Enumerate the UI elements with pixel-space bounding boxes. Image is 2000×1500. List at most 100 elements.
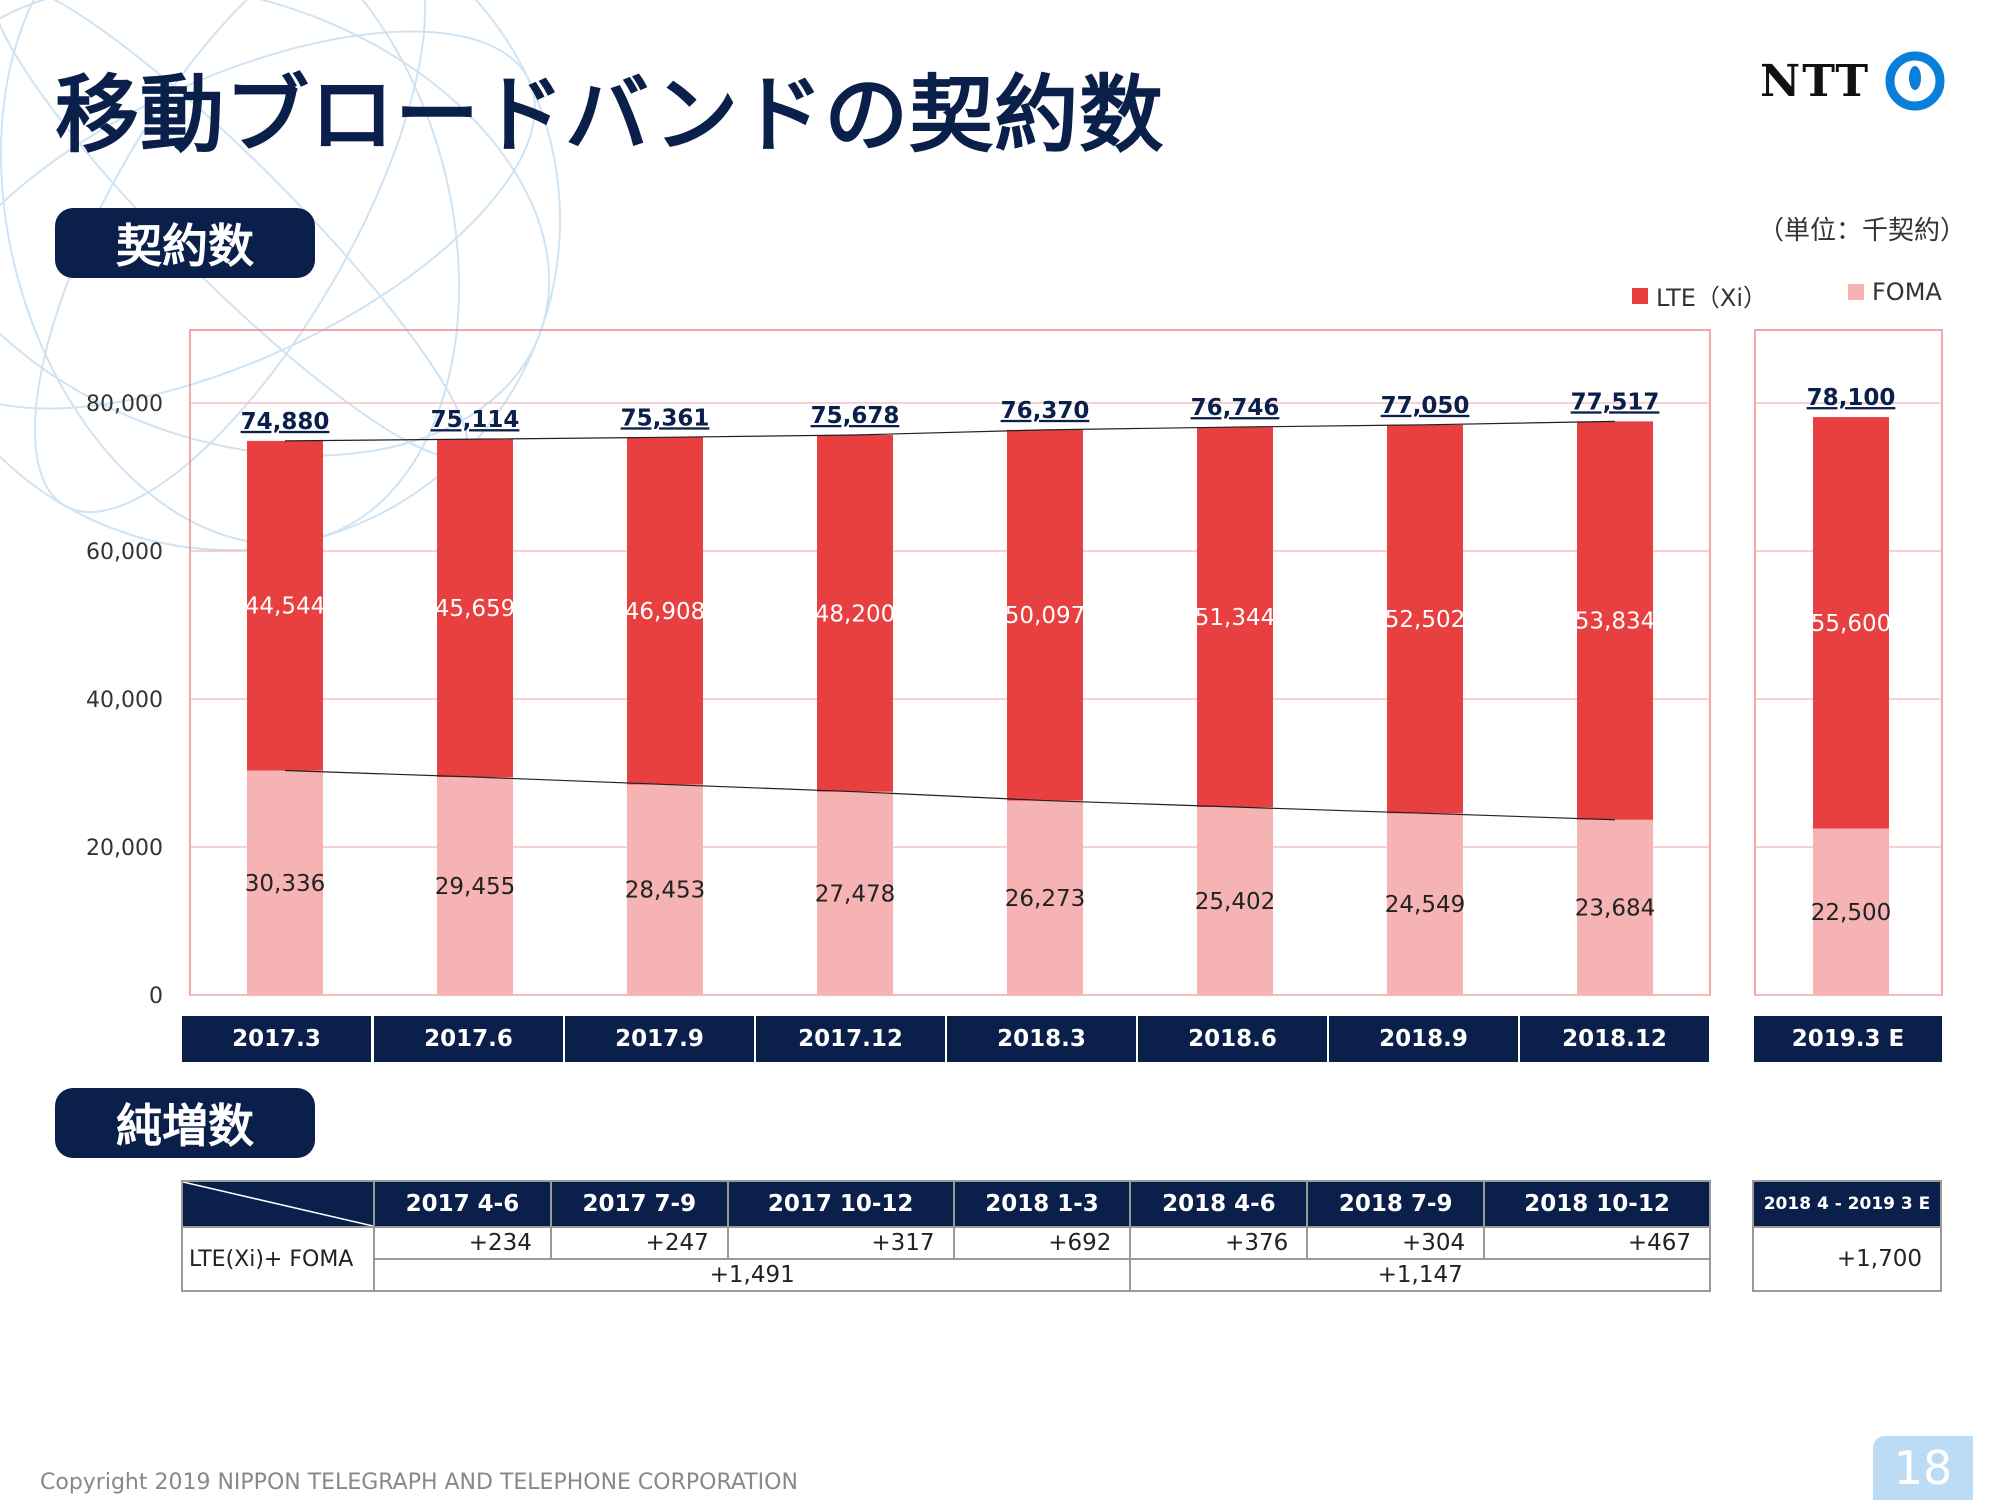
bar-foma	[627, 784, 703, 995]
bar-lte	[247, 440, 323, 771]
category-label: 2018.6	[1138, 1016, 1327, 1062]
bar-foma	[1387, 813, 1463, 995]
category-label: 2019.3 E	[1754, 1016, 1942, 1062]
category-label: 2017.3	[182, 1016, 371, 1062]
y-tick-label: 60,000	[86, 540, 163, 565]
period-header: 2017 4-6	[373, 1180, 552, 1228]
fy-total-value: +1,491	[372, 1258, 1132, 1292]
period-header: 2017 7-9	[549, 1180, 729, 1228]
legend-label-foma: FOMA	[1872, 278, 1942, 306]
total-value-label: 78,100	[1807, 385, 1896, 411]
foma-value-label: 29,455	[435, 874, 515, 900]
bar-foma	[817, 791, 893, 995]
legend-item-foma: FOMA	[1848, 278, 1942, 306]
bar-lte	[1577, 421, 1653, 820]
lte-value-label: 44,544	[245, 594, 325, 620]
legend-swatch-lte	[1632, 287, 1648, 304]
total-value-label: 76,370	[1001, 398, 1090, 424]
lte-value-label: 53,834	[1575, 609, 1655, 635]
y-tick-label: 80,000	[86, 392, 163, 417]
forecast-period-header: 2018 4 - 2019 3 E	[1752, 1180, 1942, 1228]
copyright-footer: Copyright 2019 NIPPON TELEGRAPH AND TELE…	[40, 1470, 798, 1495]
page-number: 18	[1873, 1436, 1973, 1500]
total-trend-line	[284, 420, 1616, 442]
lte-value-label: 45,659	[435, 596, 515, 622]
foma-value-label: 27,478	[815, 881, 895, 907]
period-header: 2018 1-3	[952, 1180, 1132, 1228]
category-label: 2018.9	[1329, 1016, 1518, 1062]
bar-foma	[437, 777, 513, 995]
bar-foma	[1577, 819, 1653, 995]
fy-total-value: +1,147	[1129, 1258, 1711, 1292]
y-tick-label: 0	[149, 984, 163, 1009]
quarter-value: +692	[952, 1226, 1132, 1260]
foma-value-label: 28,453	[625, 878, 705, 904]
diagonal-line	[183, 1182, 373, 1226]
total-value-label: 74,880	[241, 409, 330, 435]
forecast-table: 2018 4 - 2019 3 E +1,700	[1752, 1180, 1942, 1292]
table-corner-cell	[181, 1180, 375, 1228]
stacked-bar-chart: 0 20,000 40,000 60,000 80,000 30,336 44,544 74,…	[86, 329, 1943, 1009]
legend-item-lte: LTE（Xi）	[1632, 278, 1767, 313]
quarter-value: +317	[726, 1226, 955, 1260]
bar-foma	[1813, 828, 1889, 995]
quarter-value: +467	[1483, 1226, 1711, 1260]
foma-trend-line	[284, 769, 1616, 821]
unit-label: （単位：千契約）	[1758, 216, 1967, 246]
bar-lte	[1197, 427, 1273, 808]
period-header: 2018 10-12	[1483, 1180, 1711, 1228]
bar-lte	[1813, 417, 1889, 829]
total-value-label: 75,114	[431, 407, 520, 433]
bar-lte	[1387, 424, 1463, 814]
logo-text: NTT	[1760, 55, 1871, 107]
lte-value-label: 55,600	[1811, 611, 1891, 637]
legend-label-lte: LTE（Xi）	[1656, 284, 1767, 312]
quarter-value: +304	[1306, 1226, 1486, 1260]
period-header: 2018 7-9	[1306, 1180, 1486, 1228]
period-header: 2017 10-12	[726, 1180, 955, 1228]
foma-value-label: 26,273	[1005, 886, 1085, 912]
category-label: 2017.12	[756, 1016, 945, 1062]
ntt-logo: NTT	[1760, 50, 1946, 112]
forecast-value: +1,700	[1752, 1226, 1942, 1292]
bar-lte	[627, 437, 703, 785]
total-value-label: 75,361	[621, 405, 710, 431]
foma-value-label: 25,402	[1195, 889, 1275, 915]
section-badge-net-increase: 純増数	[55, 1088, 315, 1158]
lte-value-label: 52,502	[1385, 607, 1465, 633]
lte-value-label: 46,908	[625, 599, 705, 625]
total-value-label: 75,678	[811, 403, 900, 429]
y-tick-label: 20,000	[86, 836, 163, 861]
page-title: 移動ブロードバンドの契約数	[55, 66, 1165, 164]
total-value-label: 77,517	[1571, 389, 1660, 415]
y-tick-label: 40,000	[86, 688, 163, 713]
quarter-value: +376	[1129, 1226, 1309, 1260]
category-label: 2018.12	[1520, 1016, 1709, 1062]
foma-value-label: 30,336	[245, 871, 325, 897]
bar-lte	[437, 439, 513, 778]
row-label: LTE(Xi)+ FOMA	[181, 1226, 375, 1292]
category-label: 2017.6	[374, 1016, 563, 1062]
foma-value-label: 24,549	[1385, 892, 1465, 918]
category-label: 2018.3	[947, 1016, 1136, 1062]
foma-value-label: 22,500	[1811, 900, 1891, 926]
ntt-logo-icon	[1885, 51, 1945, 111]
total-value-label: 76,746	[1191, 395, 1280, 421]
bar-foma	[1007, 800, 1083, 995]
total-value-label: 77,050	[1381, 393, 1470, 419]
category-label: 2017.9	[565, 1016, 754, 1062]
bar-foma	[247, 770, 323, 995]
quarter-value: +247	[549, 1226, 729, 1260]
section-badge-contracts: 契約数	[55, 208, 315, 278]
legend-swatch-foma	[1848, 284, 1864, 300]
foma-value-label: 23,684	[1575, 895, 1655, 921]
bar-lte	[817, 434, 893, 792]
quarter-value: +234	[373, 1226, 552, 1260]
lte-value-label: 48,200	[815, 601, 895, 627]
bar-lte	[1007, 429, 1083, 801]
plot-area-frame	[189, 329, 1711, 996]
lte-value-label: 50,097	[1005, 603, 1085, 629]
bar-foma	[1197, 807, 1273, 995]
period-header: 2018 4-6	[1129, 1180, 1309, 1228]
lte-value-label: 51,344	[1195, 605, 1275, 631]
